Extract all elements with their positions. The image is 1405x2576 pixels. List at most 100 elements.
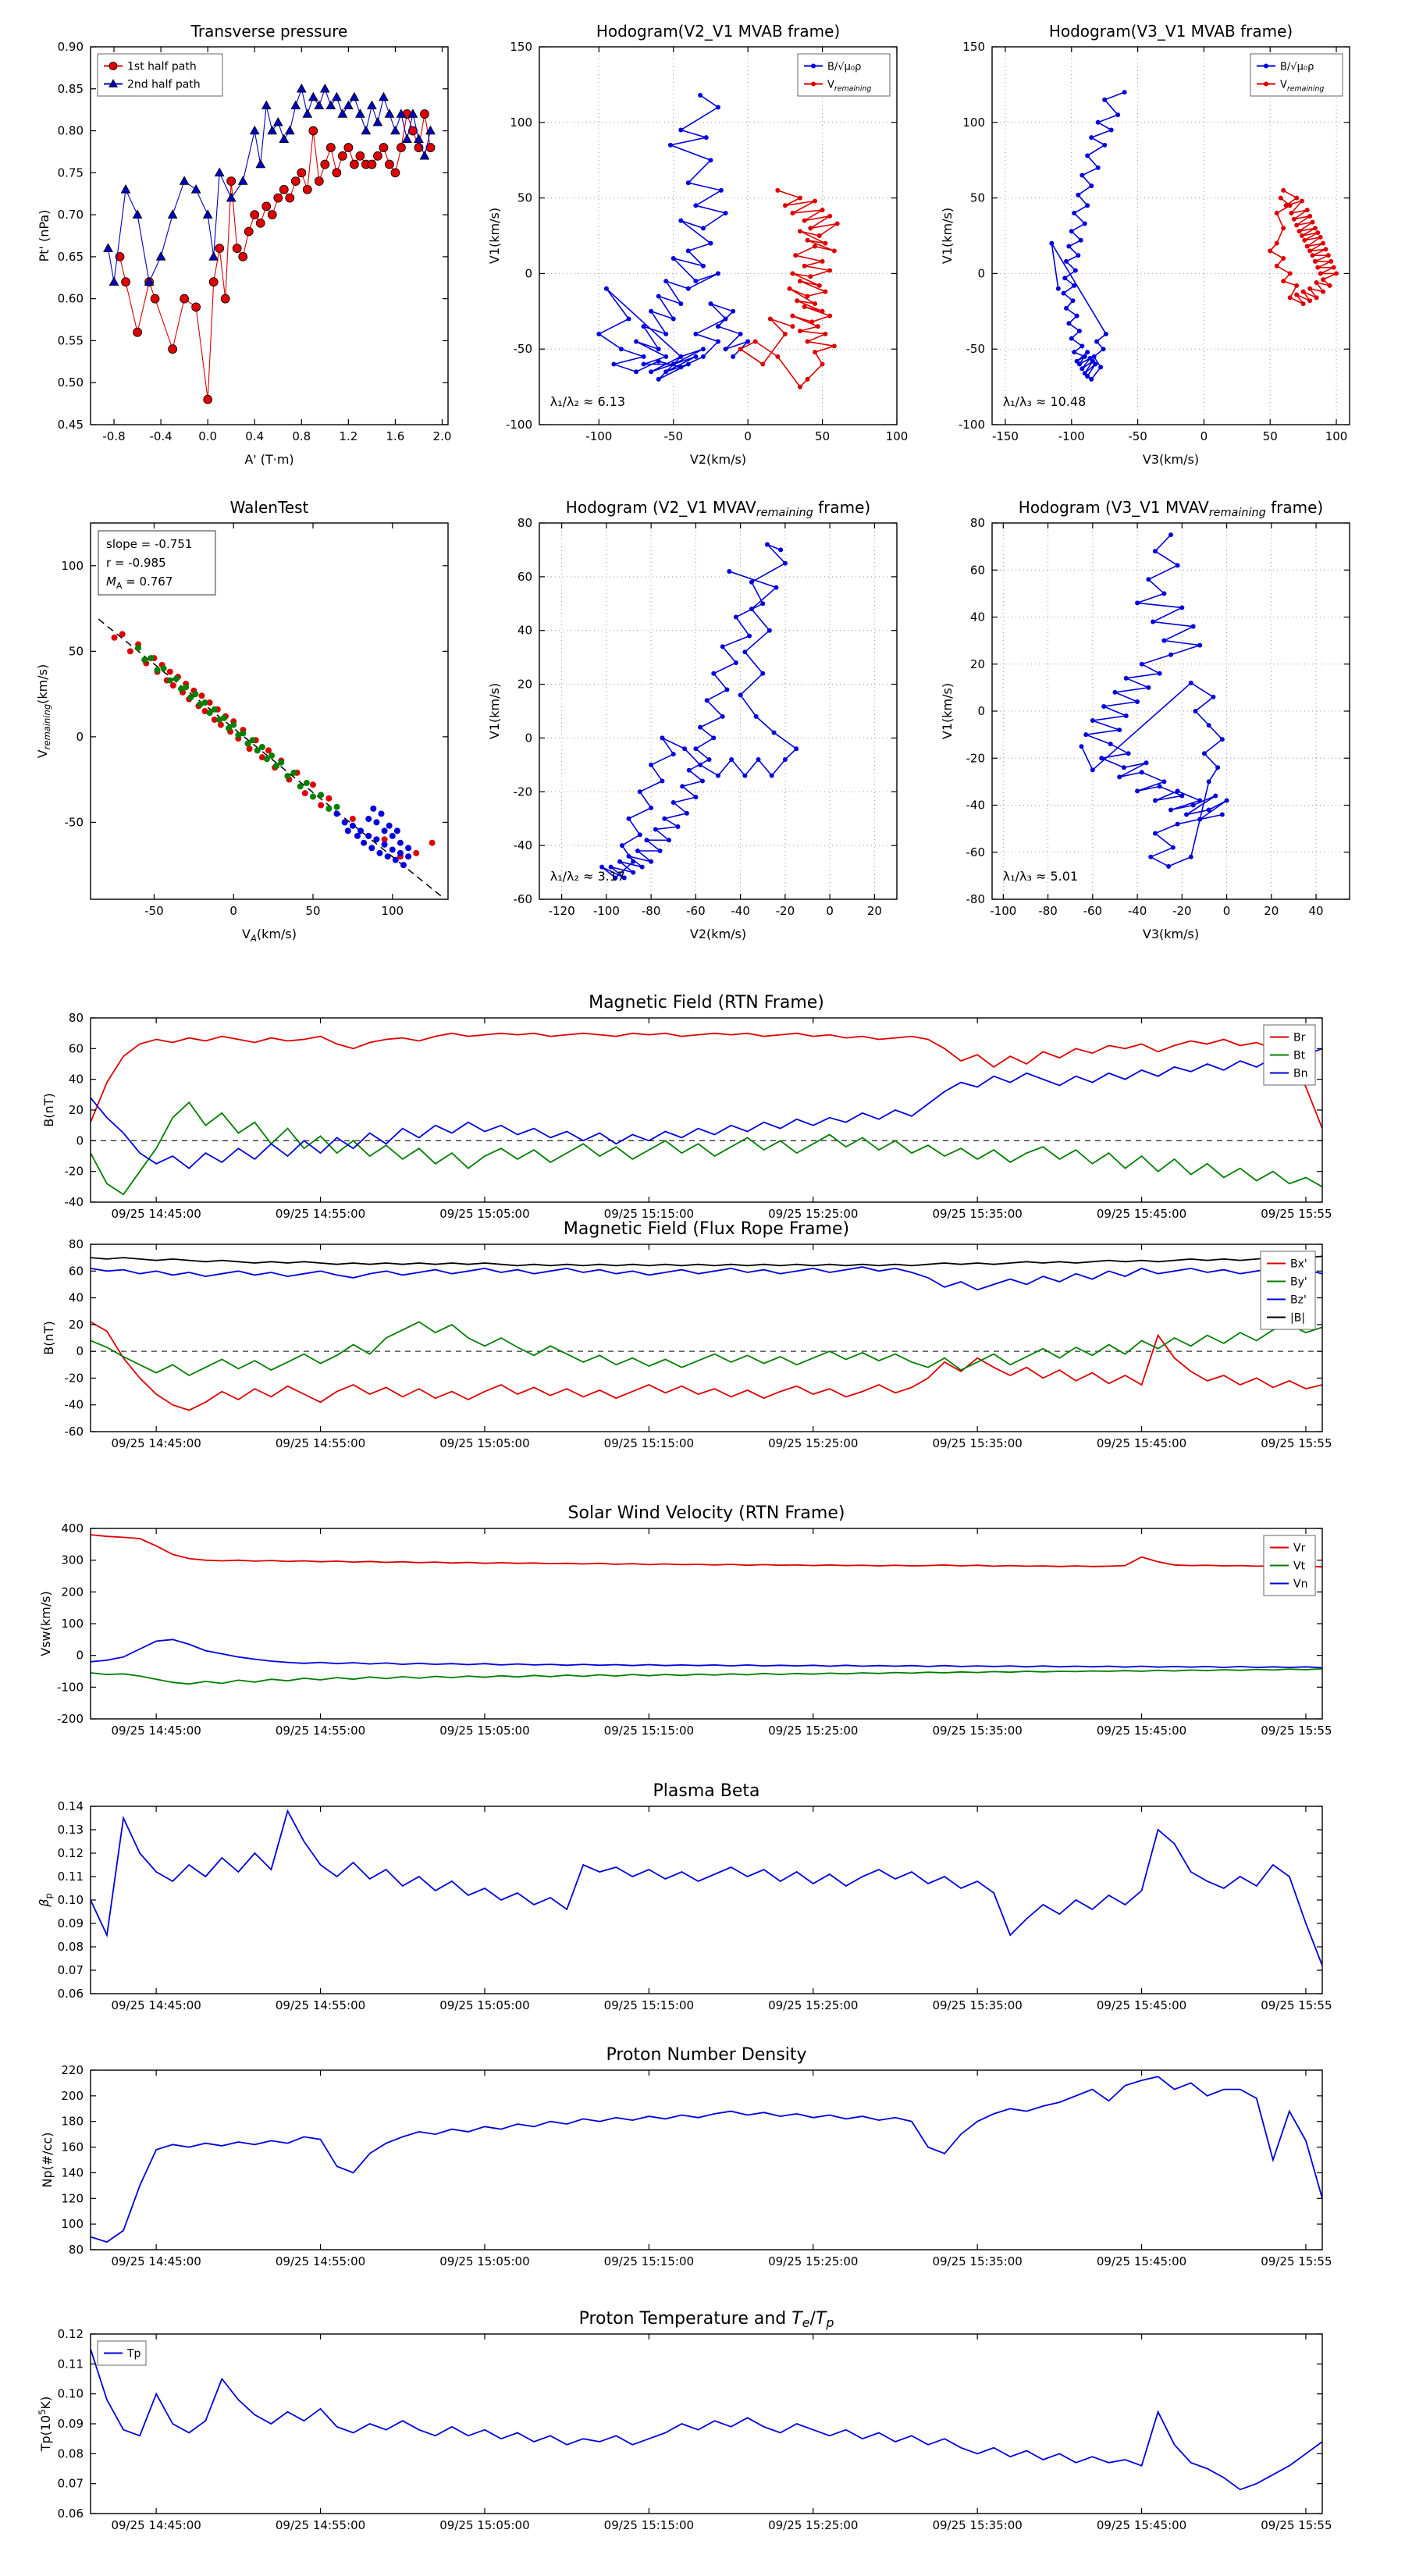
- svg-text:0: 0: [76, 1344, 84, 1358]
- svg-text:60: 60: [69, 1264, 84, 1278]
- svg-text:09/25 15:05:00: 09/25 15:05:00: [439, 1724, 529, 1738]
- panel-transverse-pressure: -0.8 -0.4 0.0 0.4 0.8 1.2 1.6 2.0 0.45 0.50 0.55 0.…: [31, 16, 459, 473]
- svg-text:09/25 15:25:00: 09/25 15:25:00: [768, 2254, 858, 2268]
- svg-text:-100: -100: [959, 418, 985, 432]
- svg-text:09/25 15:15:00: 09/25 15:15:00: [604, 2518, 694, 2532]
- svg-text:-100: -100: [585, 429, 612, 443]
- svg-text:09/25 15:55:00: 09/25 15:55:00: [1261, 1724, 1333, 1738]
- svg-text:09/25 15:45:00: 09/25 15:45:00: [1097, 1436, 1186, 1450]
- svg-text:09/25 15:25:00: 09/25 15:25:00: [768, 1998, 858, 2012]
- svg-text:09/25 15:05:00: 09/25 15:05:00: [439, 2254, 529, 2268]
- svg-text:Transverse pressure: Transverse pressure: [190, 22, 348, 41]
- svg-text:09/25 14:45:00: 09/25 14:45:00: [111, 1998, 201, 2012]
- svg-text:09/25 15:05:00: 09/25 15:05:00: [439, 1436, 529, 1450]
- svg-text:09/25 14:45:00: 09/25 14:45:00: [111, 2254, 201, 2268]
- panel-magnetic-field-flux-rope: 09/25 14:45:00 09/25 14:55:00 09/25 15:05:…: [33, 1212, 1333, 1455]
- panel-hodogram-v3v1-mvab: -150 -100 -50 0 50 100 -100 -50 0 50 100 150 Hodogra…: [933, 16, 1361, 473]
- svg-text:09/25 15:05:00: 09/25 15:05:00: [439, 1207, 529, 1221]
- svg-text:Bz': Bz': [1290, 1294, 1307, 1307]
- svg-text:By': By': [1290, 1276, 1307, 1289]
- svg-text:140: 140: [61, 2165, 84, 2179]
- chart-brtn: 09/25 14:45:00 09/25 14:55:00 09/25 15:05:…: [41, 993, 1333, 1221]
- svg-text:100: 100: [510, 116, 532, 130]
- svg-text:09/25 15:05:00: 09/25 15:05:00: [439, 1998, 529, 2012]
- svg-text:B(nT): B(nT): [41, 1321, 56, 1354]
- svg-text:40: 40: [69, 1073, 84, 1087]
- svg-text:100: 100: [61, 2217, 84, 2231]
- svg-text:09/25 15:55:00: 09/25 15:55:00: [1261, 1436, 1333, 1450]
- svg-text:150: 150: [962, 40, 985, 54]
- svg-text:-100: -100: [57, 1680, 84, 1694]
- svg-text:V3(km/s): V3(km/s): [1143, 452, 1199, 467]
- svg-text:0: 0: [977, 704, 985, 718]
- svg-text:0: 0: [76, 1649, 84, 1663]
- panel-proton-temperature: 09/25 14:45:00 09/25 14:55:00 09/25 15:05:…: [33, 2301, 1333, 2537]
- svg-text:150: 150: [510, 40, 532, 54]
- svg-text:160: 160: [61, 2140, 84, 2154]
- svg-text:09/25 15:45:00: 09/25 15:45:00: [1097, 2254, 1186, 2268]
- svg-text:0.12: 0.12: [58, 2327, 84, 2341]
- svg-text:0.85: 0.85: [58, 82, 84, 96]
- svg-text:09/25 14:45:00: 09/25 14:45:00: [111, 2518, 201, 2532]
- svg-text:400: 400: [61, 1521, 84, 1535]
- svg-text:0.70: 0.70: [58, 208, 84, 222]
- svg-text:0.07: 0.07: [58, 1963, 84, 1977]
- svg-text:100: 100: [886, 429, 908, 443]
- svg-text:50: 50: [518, 191, 532, 205]
- svg-text:100: 100: [962, 116, 985, 130]
- svg-text:Magnetic Field (RTN Frame): Magnetic Field (RTN Frame): [589, 993, 824, 1012]
- svg-text:09/25 15:25:00: 09/25 15:25:00: [768, 1724, 858, 1738]
- svg-text:Hodogram(V2_V1 MVAB frame): Hodogram(V2_V1 MVAB frame): [596, 22, 840, 41]
- svg-text:0.09: 0.09: [58, 2417, 84, 2431]
- svg-text:20: 20: [69, 1318, 84, 1332]
- svg-text:80: 80: [69, 1237, 84, 1251]
- svg-text:120: 120: [61, 2191, 84, 2205]
- svg-text:V1(km/s): V1(km/s): [487, 683, 502, 739]
- chart-bfr: 09/25 14:45:00 09/25 14:55:00 09/25 15:05:…: [41, 1219, 1333, 1450]
- svg-text:40: 40: [1309, 904, 1324, 918]
- svg-text:20: 20: [867, 904, 882, 918]
- svg-text:B(nT): B(nT): [41, 1093, 56, 1126]
- svg-text:-20: -20: [966, 751, 986, 765]
- svg-text:09/25 15:35:00: 09/25 15:35:00: [932, 2518, 1022, 2532]
- svg-text:300: 300: [61, 1553, 84, 1567]
- svg-text:09/25 15:25:00: 09/25 15:25:00: [768, 2518, 858, 2532]
- svg-text:09/25 15:55:00: 09/25 15:55:00: [1261, 1998, 1333, 2012]
- svg-text:20: 20: [1264, 904, 1279, 918]
- svg-text:-50: -50: [514, 342, 533, 356]
- svg-text:Vr: Vr: [1293, 1542, 1306, 1555]
- svg-text:09/25 14:55:00: 09/25 14:55:00: [276, 1436, 365, 1450]
- svg-text:B/√μ₀ρ: B/√μ₀ρ: [1280, 62, 1314, 73]
- svg-text:B/√μ₀ρ: B/√μ₀ρ: [827, 62, 861, 73]
- svg-text:1st half path: 1st half path: [127, 61, 197, 73]
- chart-vsw: 09/25 14:45:00 09/25 14:55:00 09/25 15:05:…: [38, 1503, 1333, 1738]
- svg-text:50: 50: [69, 644, 84, 658]
- svg-text:2.0: 2.0: [433, 429, 452, 443]
- svg-text:100: 100: [1325, 429, 1348, 443]
- svg-text:-100: -100: [593, 904, 620, 918]
- svg-text:-60: -60: [966, 845, 986, 859]
- svg-text:V2(km/s): V2(km/s): [690, 927, 746, 941]
- svg-text:-40: -40: [65, 1195, 84, 1209]
- svg-text:Pt' (nPa): Pt' (nPa): [37, 210, 52, 262]
- svg-text:-60: -60: [1083, 904, 1103, 918]
- svg-text:-0.4: -0.4: [149, 429, 172, 443]
- svg-text:0.06: 0.06: [58, 2507, 84, 2521]
- svg-text:Proton Number Density: Proton Number Density: [606, 2045, 807, 2065]
- svg-text:-50: -50: [65, 815, 84, 829]
- svg-text:09/25 15:35:00: 09/25 15:35:00: [932, 1724, 1022, 1738]
- svg-text:09/25 15:15:00: 09/25 15:15:00: [604, 1724, 694, 1738]
- svg-text:80: 80: [69, 1011, 84, 1025]
- svg-text:-40: -40: [514, 838, 533, 852]
- panel-hodogram-v2v1-mvav: -120 -100 -80 -60 -40 -20 0 20 -60 -40 -20 0 20 40 60 8…: [480, 492, 908, 948]
- svg-text:80: 80: [518, 516, 532, 530]
- svg-text:-20: -20: [65, 1371, 84, 1385]
- panel-magnetic-field-rtn: 09/25 14:45:00 09/25 14:55:00 09/25 15:05:…: [33, 985, 1333, 1226]
- svg-text:-150: -150: [992, 429, 1019, 443]
- svg-text:40: 40: [69, 1291, 84, 1305]
- svg-text:09/25 14:55:00: 09/25 14:55:00: [276, 2254, 365, 2268]
- svg-text:0.08: 0.08: [58, 2446, 84, 2460]
- svg-text:09/25 15:25:00: 09/25 15:25:00: [768, 1436, 858, 1450]
- svg-text:180: 180: [61, 2115, 84, 2129]
- svg-text:100: 100: [381, 904, 404, 918]
